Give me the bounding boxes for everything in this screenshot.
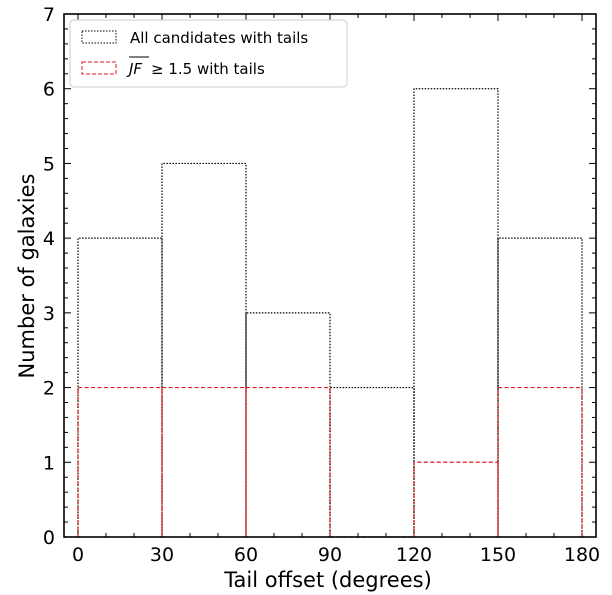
bar-series-2-bin-1 (77, 386, 163, 537)
x-tick-label: 90 (318, 544, 342, 566)
legend-label-all-candidates: All candidates with tails (130, 29, 308, 47)
y-tick-label: 1 (43, 452, 55, 474)
legend-label-jf: ≥ 1.5 with tails (151, 60, 265, 78)
legend-label-jf-symbol: JF (126, 60, 142, 78)
plot-frame (63, 13, 597, 538)
x-tick-label: 150 (480, 544, 516, 566)
bar-series-1-bin-4 (329, 386, 415, 537)
series-layer (77, 88, 583, 538)
bar-series-1-bin-6 (497, 237, 583, 537)
bar-series-2-bin-5 (413, 461, 499, 537)
bar-series-2-bin-6 (497, 386, 583, 537)
bar-series-1-bin-5 (413, 88, 499, 537)
legend-frame (69, 19, 348, 88)
y-tick-label: 4 (43, 228, 55, 250)
y-tick-label: 2 (43, 378, 55, 400)
x-tick-label: 0 (72, 544, 84, 566)
y-tick-label: 5 (43, 153, 55, 175)
legend-swatch-all-candidates (81, 30, 117, 44)
x-tick-label: 180 (564, 544, 600, 566)
y-axis-label: Number of galaxies (15, 174, 39, 379)
legend: All candidates with tails JF ≥ 1.5 with … (69, 19, 348, 88)
y-tick-label: 6 (43, 79, 55, 101)
bar-series-1-bin-2 (161, 162, 247, 537)
bar-series-2-bin-2 (161, 386, 247, 537)
x-tick-label: 60 (234, 544, 258, 566)
legend-swatch-jf (81, 61, 117, 75)
y-tick-labels: 0 1 2 3 4 5 6 7 (43, 4, 55, 549)
x-tick-labels: 0 30 60 90 120 150 180 (72, 544, 600, 566)
x-tick-label: 30 (150, 544, 174, 566)
y-tick-label: 7 (43, 4, 55, 26)
bar-series-1-bin-3 (245, 312, 331, 537)
bar-series-2-bin-3 (245, 386, 331, 537)
x-axis-label: Tail offset (degrees) (223, 568, 432, 592)
bar-series-1-bin-1 (77, 237, 163, 537)
x-tick-label: 120 (396, 544, 432, 566)
y-tick-label: 0 (43, 527, 55, 549)
y-tick-label: 3 (43, 303, 55, 325)
